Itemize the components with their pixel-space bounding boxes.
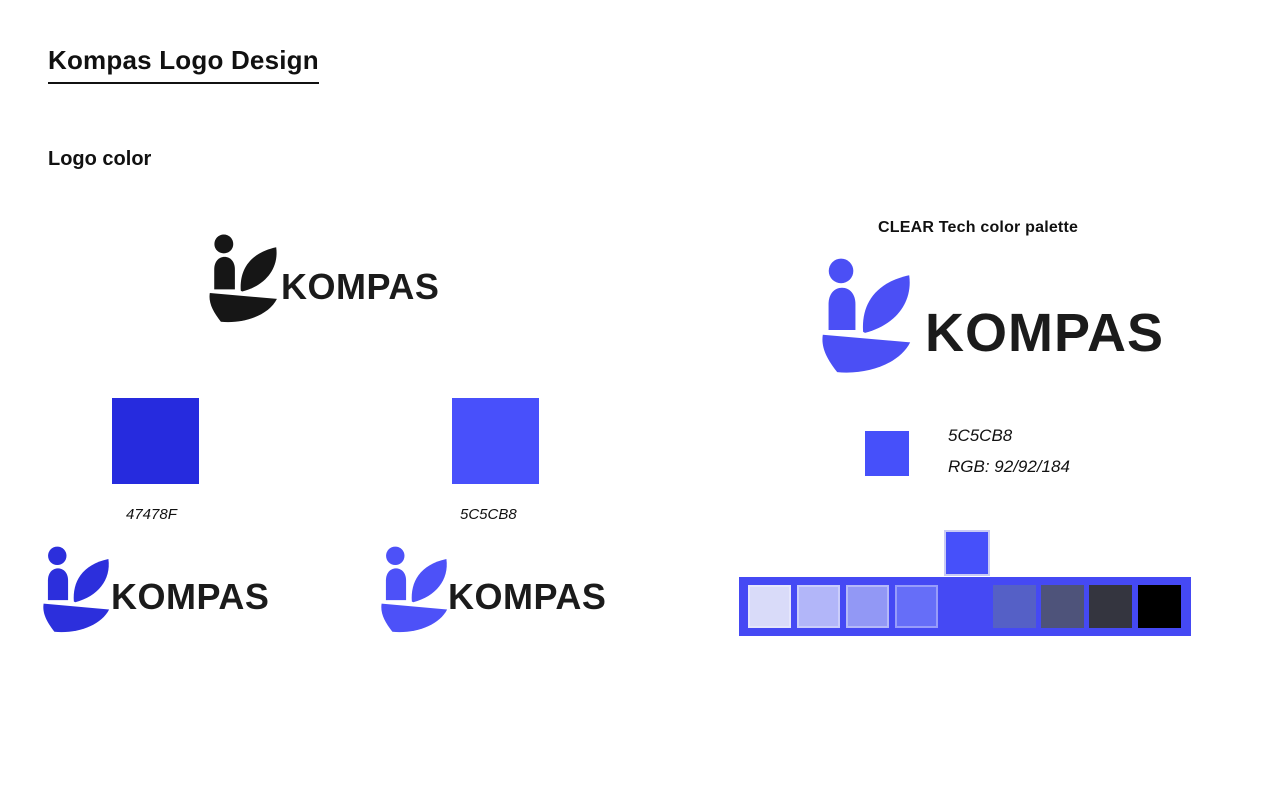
- swatch-label-light: 5C5CB8: [460, 506, 517, 523]
- palette-chip: [1138, 585, 1181, 628]
- section-heading: Logo color: [48, 148, 152, 170]
- kompas-mark-icon: [206, 234, 280, 324]
- palette-chip: [1041, 585, 1084, 628]
- kompas-mark-icon: [378, 546, 450, 634]
- palette-chip: [1089, 585, 1132, 628]
- kompas-mark-icon: [818, 255, 914, 378]
- palette-chip: [797, 585, 840, 628]
- color-swatch-light: [452, 398, 539, 484]
- palette-strip: [739, 577, 1191, 636]
- kompas-wordmark: KOMPAS: [111, 576, 270, 617]
- kompas-mark-icon: [40, 546, 112, 634]
- spec-hex-label: 5C5CB8: [948, 426, 1013, 445]
- kompas-wordmark: KOMPAS: [281, 266, 440, 307]
- swatch-label-dark: 47478F: [126, 506, 177, 523]
- palette-chip: [993, 585, 1036, 628]
- palette-highlight-chip: [944, 530, 990, 576]
- spec-rgb-label: RGB: 92/92/184: [948, 457, 1070, 476]
- page-title: Kompas Logo Design: [48, 46, 319, 84]
- spec-color-swatch: [865, 431, 909, 476]
- palette-chip: [846, 585, 889, 628]
- palette-heading: CLEAR Tech color palette: [878, 219, 1079, 236]
- palette-chip: [895, 585, 938, 628]
- kompas-wordmark: KOMPAS: [448, 576, 607, 617]
- color-swatch-dark: [112, 398, 199, 484]
- kompas-wordmark: KOMPAS: [925, 303, 1165, 363]
- palette-chip: [748, 585, 791, 628]
